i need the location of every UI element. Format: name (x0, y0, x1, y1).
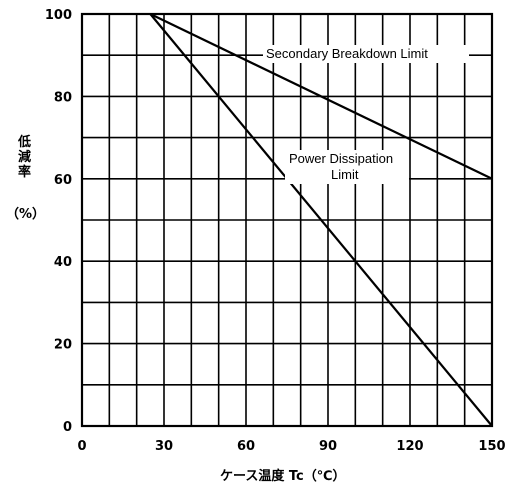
grid (82, 14, 492, 426)
power-label-bg (285, 150, 409, 184)
x-tick-label-0: 0 (77, 439, 86, 454)
x-tick-label-90: 90 (319, 439, 337, 454)
power-dissipation-label-line2: Limit (331, 167, 359, 182)
y-axis-label-char-1: 低 (17, 134, 31, 150)
series-line-secondary-breakdown (149, 13, 493, 180)
series-line-power-dissipation (149, 13, 493, 427)
secondary-breakdown-label: Secondary Breakdown Limit (266, 46, 428, 61)
secondary-label-bg (263, 45, 469, 63)
y-tick-label-20: 20 (54, 338, 72, 353)
y-tick-label-60: 60 (54, 173, 72, 188)
y-axis-unit: （%） (6, 206, 45, 222)
x-tick-label-150: 150 (478, 439, 505, 454)
x-axis-label: ケース温度 Tc（℃） (220, 468, 345, 482)
y-tick-label-0: 0 (63, 420, 72, 435)
tick-labels: 0 30 60 90 120 150 0 20 40 60 80 100 (45, 8, 506, 454)
y-axis-label-char-2: 減 (18, 149, 31, 165)
plot-frame (80, 12, 494, 428)
x-tick-label-120: 120 (396, 439, 423, 454)
y-tick-label-80: 80 (54, 90, 72, 105)
y-axis-label-char-3: 率 (18, 164, 31, 180)
x-tick-label-30: 30 (155, 439, 173, 454)
power-dissipation-label-line1: Power Dissipation (289, 151, 393, 166)
y-tick-label-40: 40 (54, 255, 72, 270)
x-tick-label-60: 60 (237, 439, 255, 454)
series-lines (149, 13, 493, 427)
y-tick-label-100: 100 (45, 8, 72, 23)
